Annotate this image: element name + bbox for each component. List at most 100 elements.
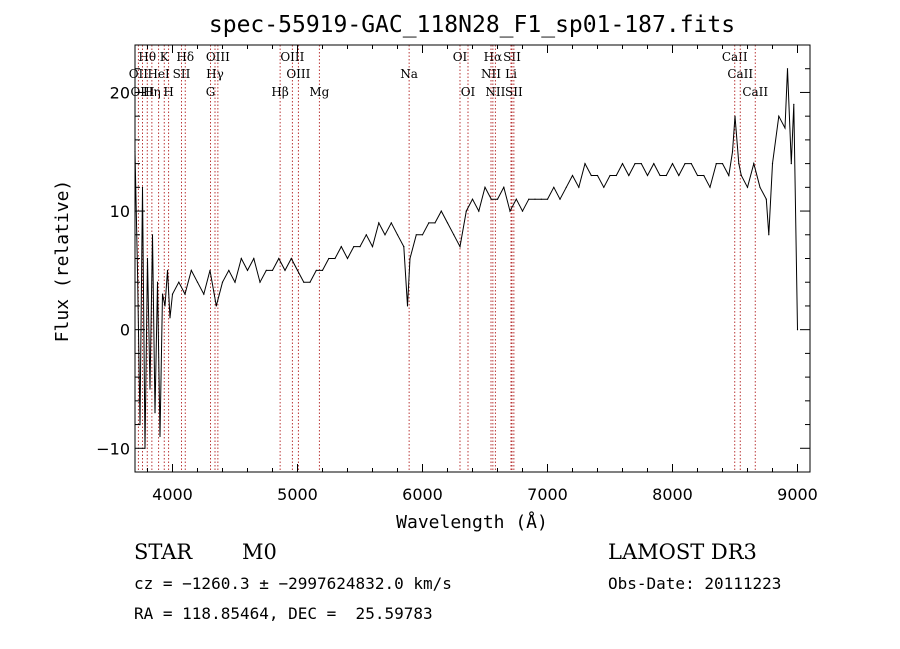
data-point-20 bbox=[203, 293, 205, 295]
line-label-15: Mg bbox=[309, 85, 329, 99]
data-point-74 bbox=[534, 198, 536, 200]
data-point-116 bbox=[778, 115, 780, 117]
data-point-36 bbox=[303, 281, 305, 283]
data-point-16 bbox=[178, 281, 180, 283]
data-point-104 bbox=[721, 163, 724, 165]
line-label-7: SII bbox=[173, 67, 191, 81]
x-tick-label-1: 5000 bbox=[277, 485, 318, 504]
data-point-95 bbox=[665, 174, 667, 177]
data-point-99 bbox=[690, 163, 692, 165]
data-point-71 bbox=[515, 198, 517, 200]
line-label-10: Hγ bbox=[206, 67, 224, 81]
line-label-27: CaII bbox=[742, 85, 768, 99]
line-label-13: OIII bbox=[286, 67, 310, 81]
data-point-49 bbox=[384, 234, 386, 236]
series-layer bbox=[134, 68, 799, 449]
data-point-53 bbox=[406, 305, 409, 307]
x-tick-label-2: 6000 bbox=[402, 485, 443, 504]
line-label-17: OI bbox=[453, 50, 468, 64]
data-point-43 bbox=[346, 257, 349, 260]
data-point-68 bbox=[496, 198, 499, 200]
data-point-18 bbox=[190, 269, 192, 271]
y-tick-label-3: 20 bbox=[110, 83, 130, 102]
data-point-114 bbox=[768, 234, 770, 236]
data-point-46 bbox=[365, 234, 367, 236]
data-point-76 bbox=[546, 198, 549, 200]
data-point-55 bbox=[415, 234, 417, 236]
data-point-83 bbox=[590, 174, 592, 177]
data-point-64 bbox=[471, 198, 474, 200]
data-point-112 bbox=[759, 186, 761, 188]
data-point-57 bbox=[428, 222, 430, 224]
data-point-6 bbox=[149, 388, 151, 390]
data-point-10 bbox=[159, 435, 161, 437]
data-point-37 bbox=[309, 281, 311, 283]
line-label-4: HeI bbox=[147, 67, 170, 81]
data-point-44 bbox=[353, 246, 355, 248]
x-tick-label-5: 9000 bbox=[777, 485, 818, 504]
series-line-0 bbox=[134, 68, 798, 449]
x-tick-label-4: 8000 bbox=[652, 485, 693, 504]
data-point-54 bbox=[409, 257, 411, 260]
data-point-32 bbox=[278, 257, 280, 260]
data-point-13 bbox=[166, 269, 169, 271]
line-label-3: Hη bbox=[143, 85, 161, 99]
y-tick-label-0: −10 bbox=[96, 439, 130, 458]
ra-dec-text: RA = 118.85464, DEC = 25.59783 bbox=[134, 604, 433, 623]
data-point-38 bbox=[315, 269, 317, 271]
data-point-106 bbox=[731, 151, 734, 153]
data-point-41 bbox=[334, 257, 336, 260]
data-point-111 bbox=[753, 163, 755, 165]
object-subclass: M0 bbox=[242, 540, 277, 564]
x-axis-label: Wavelength (Å) bbox=[396, 511, 548, 533]
data-point-96 bbox=[671, 163, 674, 165]
data-point-100 bbox=[696, 174, 699, 177]
x-tick-label-0: 4000 bbox=[152, 485, 193, 504]
data-point-86 bbox=[609, 174, 611, 177]
data-point-59 bbox=[440, 210, 442, 212]
data-point-84 bbox=[596, 174, 599, 177]
data-point-25 bbox=[234, 281, 236, 283]
data-point-93 bbox=[653, 163, 655, 165]
data-point-66 bbox=[484, 186, 486, 188]
data-point-78 bbox=[559, 198, 561, 200]
data-point-81 bbox=[578, 186, 580, 188]
line-label-1: OII bbox=[129, 67, 149, 81]
data-point-26 bbox=[240, 257, 242, 260]
data-point-47 bbox=[371, 246, 374, 248]
data-point-5 bbox=[146, 257, 149, 260]
data-point-58 bbox=[434, 222, 436, 224]
data-point-87 bbox=[615, 174, 617, 177]
data-point-65 bbox=[478, 210, 480, 212]
redshift-text: cz = −1260.3 ± −2997624832.0 km/s bbox=[134, 574, 452, 593]
data-point-77 bbox=[553, 186, 555, 188]
data-point-12 bbox=[164, 305, 166, 307]
data-point-9 bbox=[156, 281, 159, 283]
data-point-28 bbox=[253, 257, 255, 260]
data-point-97 bbox=[678, 174, 680, 177]
data-point-27 bbox=[246, 269, 249, 271]
data-point-80 bbox=[571, 174, 574, 177]
data-point-67 bbox=[490, 198, 492, 200]
data-point-39 bbox=[321, 269, 324, 271]
data-point-52 bbox=[403, 246, 405, 248]
data-point-94 bbox=[659, 174, 661, 177]
data-point-11 bbox=[161, 293, 164, 295]
data-point-82 bbox=[584, 163, 586, 165]
survey-label: LAMOST DR3 bbox=[608, 540, 757, 564]
data-point-1 bbox=[136, 269, 139, 271]
data-point-119 bbox=[790, 163, 792, 165]
data-point-102 bbox=[709, 186, 711, 188]
chart-title: spec-55919-GAC_118N28_F1_sp01-187.fits bbox=[209, 12, 735, 38]
data-point-90 bbox=[634, 163, 636, 165]
data-point-48 bbox=[378, 222, 380, 224]
data-point-89 bbox=[628, 174, 630, 177]
x-tick-label-3: 7000 bbox=[527, 485, 568, 504]
data-point-21 bbox=[209, 269, 211, 271]
line-label-12: OIII bbox=[280, 50, 304, 64]
data-point-51 bbox=[396, 234, 399, 236]
data-point-61 bbox=[453, 234, 455, 236]
data-point-17 bbox=[184, 293, 186, 295]
data-point-8 bbox=[154, 412, 156, 414]
